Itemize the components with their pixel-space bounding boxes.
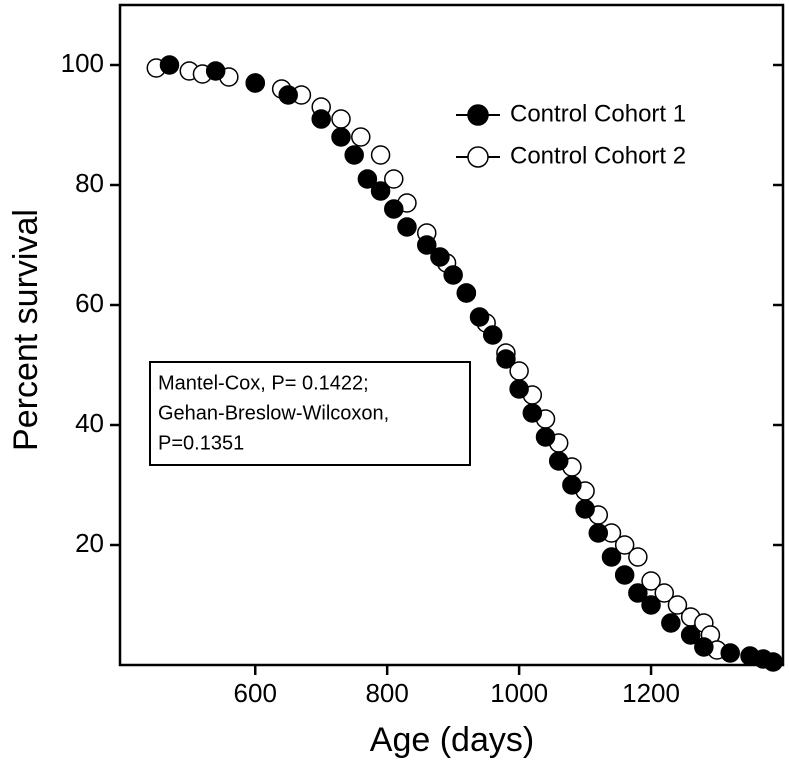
data-point [430,247,450,267]
data-point [654,583,675,603]
data-point [344,145,364,165]
data-point [641,595,661,615]
data-point [614,565,635,585]
data-point [278,85,298,105]
legend-label: Control Cohort 2 [510,142,686,169]
y-tick-label: 20 [75,528,104,558]
legend-label: Control Cohort 1 [510,100,686,127]
data-point [601,547,622,567]
data-point [535,427,556,447]
x-tick-label: 1000 [490,678,548,708]
data-point [641,571,661,591]
data-point [667,595,688,615]
x-tick-label: 800 [365,678,408,708]
x-tick-label: 600 [234,678,277,708]
data-point [370,145,391,165]
y-tick-label: 40 [75,408,104,438]
x-tick-label: 1200 [622,678,680,708]
data-point [694,637,714,657]
x-axis-label: Age (days) [370,721,534,759]
data-point [370,181,391,201]
data-point [311,109,331,129]
annotation-line: Mantel-Cox, P= 0.1422; [158,372,369,394]
data-point [417,235,437,255]
data-point [331,127,351,147]
data-point [763,652,783,672]
plot-frame [118,3,785,667]
annotation-line: Gehan-Breslow-Wilcoxon, [158,402,389,424]
data-point [397,217,417,237]
data-point [680,625,701,645]
data-point [245,73,265,93]
data-point [443,265,463,285]
y-tick-label: 60 [75,288,104,318]
data-point [509,379,529,399]
data-point [548,451,569,471]
data-point [205,61,226,81]
data-point [562,475,582,495]
data-point [614,535,635,555]
y-tick-label: 80 [75,168,104,198]
legend-marker [467,104,489,126]
data-point [469,307,490,327]
data-point [575,499,595,519]
data-point [482,325,503,345]
data-point [720,643,740,663]
data-point [384,169,404,189]
data-point [588,523,609,543]
y-axis-label: Percent survival [7,209,45,451]
data-point [628,583,648,603]
data-point [331,109,351,129]
data-point [628,547,648,567]
y-tick-label: 100 [61,48,104,78]
data-point [357,169,378,189]
annotation-line: P=0.1351 [158,432,244,454]
data-point [351,127,371,147]
data-point [384,199,404,219]
data-point [456,283,477,303]
data-point [661,613,681,633]
legend-marker [467,146,489,168]
data-point [496,349,516,369]
annotation-box [149,361,471,466]
data-point [159,55,180,75]
data-point [522,403,543,423]
